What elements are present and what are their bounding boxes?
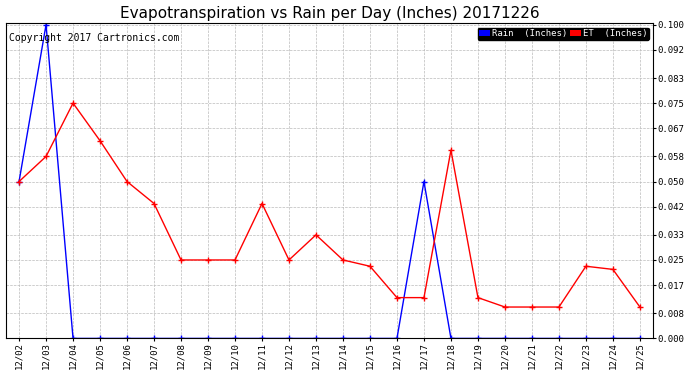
- Title: Evapotranspiration vs Rain per Day (Inches) 20171226: Evapotranspiration vs Rain per Day (Inch…: [119, 6, 540, 21]
- Legend: Rain  (Inches), ET  (Inches): Rain (Inches), ET (Inches): [477, 28, 649, 40]
- Text: Copyright 2017 Cartronics.com: Copyright 2017 Cartronics.com: [9, 33, 179, 43]
